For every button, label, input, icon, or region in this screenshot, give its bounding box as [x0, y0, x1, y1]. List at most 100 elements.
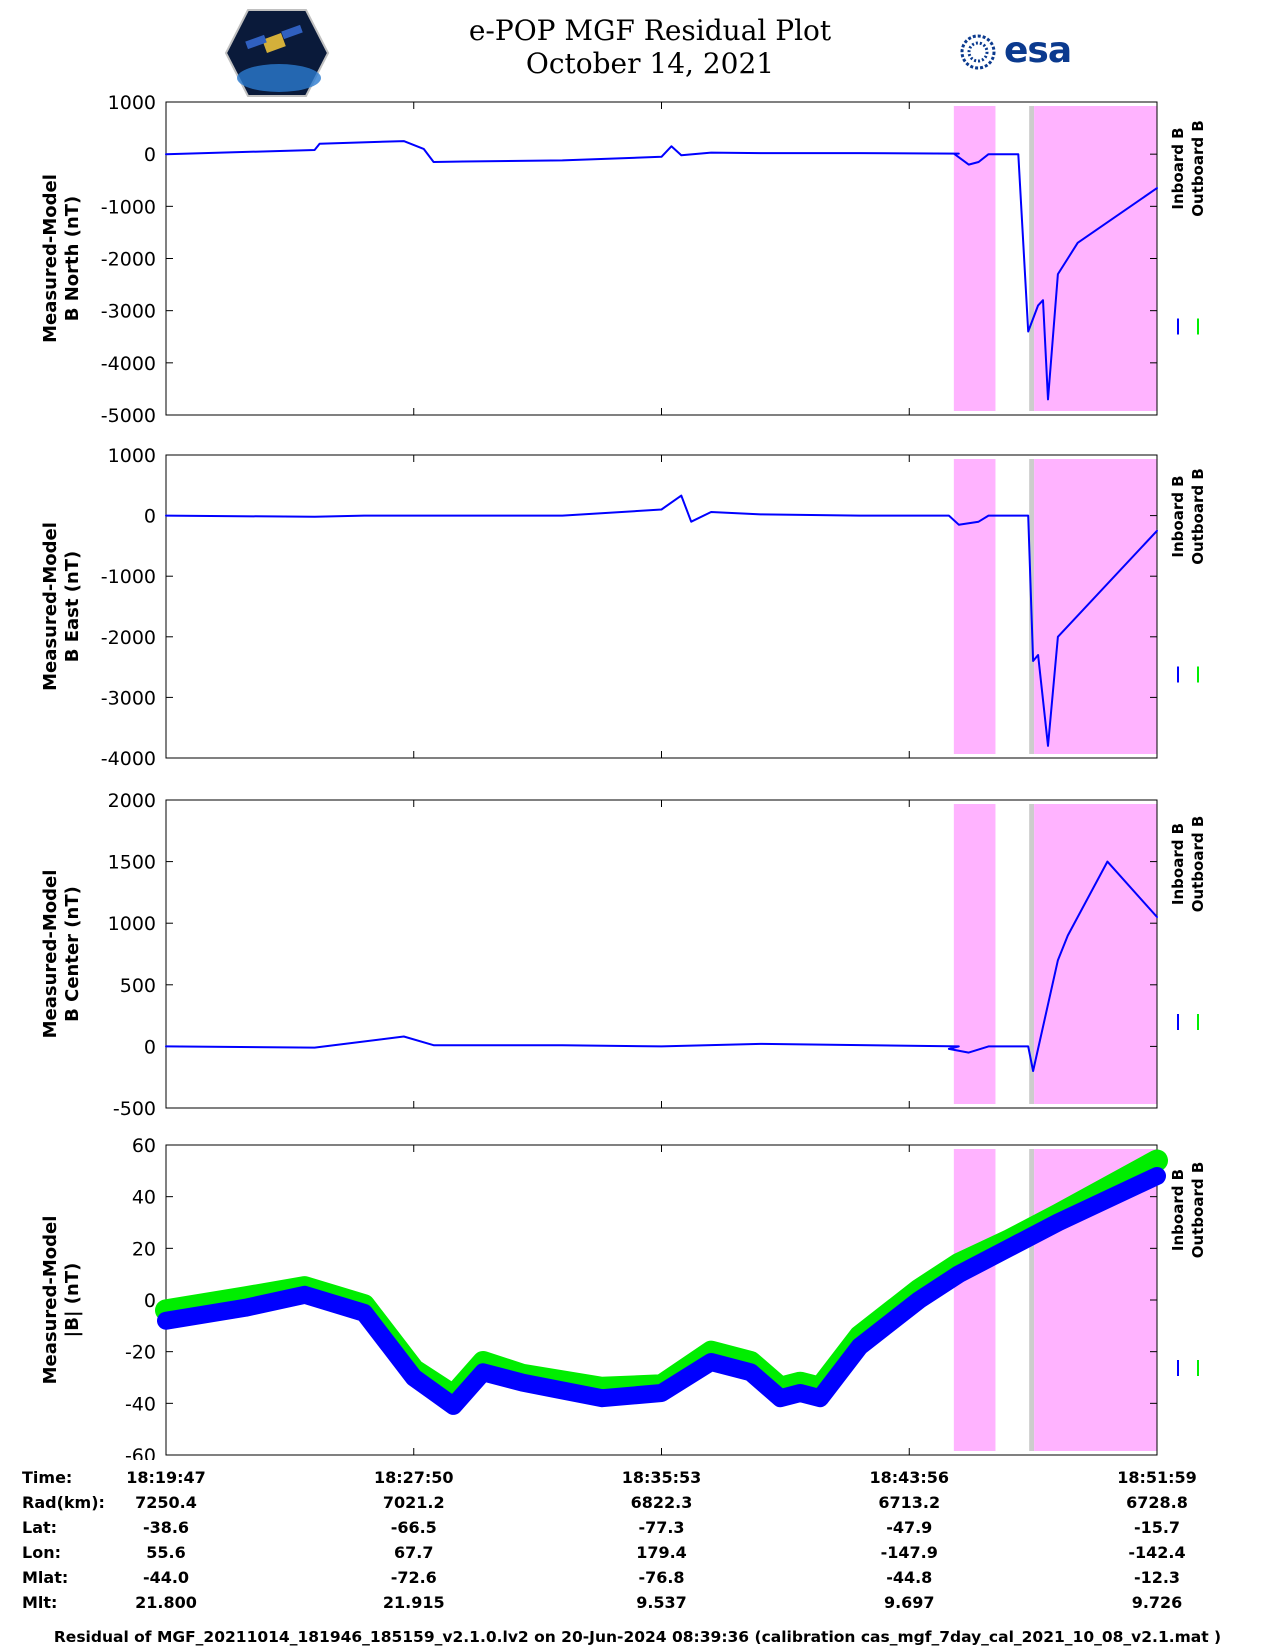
info-value: -77.3: [638, 1518, 685, 1537]
info-value: 9.726: [1131, 1593, 1183, 1612]
ytick-label-0-0: 1000: [108, 92, 156, 114]
ytick-label-1-0: 1000: [108, 445, 156, 467]
info-value: -44.0: [142, 1568, 190, 1587]
ytick-label-0-4: -3000: [101, 301, 156, 323]
ytick-label-0-1: 0: [144, 144, 156, 166]
ytick-label-3-5: -40: [125, 1393, 156, 1415]
info-value: -12.3: [1133, 1568, 1181, 1587]
info-label: Mlat:: [22, 1568, 69, 1587]
ytick-label-3-6: -60: [125, 1445, 156, 1460]
info-value: 18:19:47: [126, 1468, 206, 1487]
ytick-label-2-4: 0: [144, 1036, 156, 1058]
orbit-info-table: Time: 18:19:47 18:27:50 18:35:53 18:43:56 18:…: [22, 1468, 1262, 1618]
shade-region-2-2: [1034, 804, 1157, 1104]
ylabel-0-0: Measured-Model: [40, 174, 61, 343]
info-value: 9.697: [883, 1593, 935, 1612]
shade-region-2-0: [953, 804, 996, 1104]
info-label: Lat:: [22, 1518, 58, 1537]
shade-region-1-2: [1034, 459, 1157, 754]
ytick-label-2-2: 1000: [108, 913, 156, 935]
info-value: 18:43:56: [869, 1468, 950, 1487]
shade-region-3-0: [953, 1149, 996, 1451]
legend-outboard-label-0: Outboard B: [1189, 120, 1207, 217]
info-value: -147.9: [880, 1543, 938, 1562]
info-label: Lon:: [22, 1543, 61, 1562]
ytick-label-1-1: 0: [144, 506, 156, 528]
series-outboard-3: [155, 1149, 1168, 1407]
info-value: -38.6: [142, 1518, 190, 1537]
ylabel-0-1: B North (nT): [62, 196, 83, 322]
info-value: 6822.3: [630, 1493, 693, 1512]
info-value: -47.9: [886, 1518, 933, 1537]
ylabel-1-0: Measured-Model: [40, 522, 61, 691]
ytick-label-3-3: 0: [144, 1290, 156, 1312]
legend-inboard-label-2: Inboard B: [1169, 823, 1187, 905]
shade-region-0-0: [953, 106, 996, 411]
ylabel-2-0: Measured-Model: [40, 870, 61, 1039]
shade-region-1-0: [953, 459, 996, 754]
info-value: 67.7: [394, 1543, 434, 1562]
series-inboard-2: [165, 860, 1158, 1072]
ytick-label-1-3: -2000: [101, 627, 156, 649]
info-value: -44.8: [886, 1568, 933, 1587]
info-value: 7021.2: [382, 1493, 445, 1512]
ytick-label-2-1: 1500: [108, 852, 156, 874]
plot-frame-2: [165, 799, 1158, 1109]
info-value: 21.915: [382, 1593, 445, 1612]
ytick-label-0-5: -4000: [101, 353, 156, 375]
ytick-label-0-3: -2000: [101, 249, 156, 271]
series-inboard-0: [165, 140, 1158, 401]
info-value: 18:27:50: [373, 1468, 454, 1487]
ylabel-3-0: Measured-Model: [40, 1216, 61, 1385]
info-value: 18:51:59: [1117, 1468, 1197, 1487]
shade-region-0-2: [1034, 106, 1157, 411]
info-value: -15.7: [1133, 1518, 1181, 1537]
info-value: -72.6: [390, 1568, 437, 1587]
ylabel-3-1: |B| (nT): [62, 1263, 83, 1338]
ytick-label-1-5: -4000: [101, 748, 156, 770]
info-value: 179.4: [636, 1543, 687, 1562]
ylabel-2-1: B Center (nT): [62, 886, 83, 1022]
ytick-label-0-2: -1000: [101, 196, 156, 218]
plot-date: October 14, 2021: [525, 47, 775, 80]
info-value: 9.537: [636, 1593, 687, 1612]
info-value: 6728.8: [1126, 1493, 1188, 1512]
legend-outboard-label-1: Outboard B: [1189, 468, 1207, 565]
ylabel-1-1: B East (nT): [62, 551, 83, 663]
ytick-label-2-3: 500: [120, 975, 156, 997]
shade-region-0-1: [1029, 106, 1035, 411]
ytick-label-3-0: 60: [132, 1135, 156, 1157]
footer-caption: Residual of MGF_20211014_181946_185159_v…: [53, 1628, 1222, 1646]
legend-inboard-label-0: Inboard B: [1169, 127, 1187, 209]
info-value: -66.5: [390, 1518, 437, 1537]
ytick-label-2-0: 2000: [108, 790, 156, 812]
info-label: Rad(km):: [22, 1493, 105, 1512]
ytick-label-1-4: -3000: [101, 687, 156, 709]
info-value: 7250.4: [135, 1493, 197, 1512]
esa-logo: [960, 34, 1102, 74]
info-value: 55.6: [146, 1543, 186, 1562]
ytick-label-3-1: 40: [132, 1187, 156, 1209]
ytick-label-3-2: 20: [132, 1238, 156, 1260]
info-value: 21.800: [135, 1593, 197, 1612]
plot-frame-1: [165, 454, 1158, 759]
legend-outboard-label-3: Outboard B: [1189, 1162, 1207, 1259]
info-value: -142.4: [1128, 1543, 1186, 1562]
epop-satellite-logo: [224, 8, 330, 98]
shade-region-2-1: [1029, 804, 1035, 1104]
residual-charts: 10000-1000-2000-3000-4000-5000Measured-M…: [40, 92, 1207, 1460]
ytick-label-1-2: -1000: [101, 566, 156, 588]
series-inboard-1: [165, 494, 1158, 747]
ytick-label-3-4: -20: [125, 1342, 156, 1364]
legend-inboard-label-1: Inboard B: [1169, 475, 1187, 557]
plot-title-block: e-POP MGF Residual Plot October 14, 2021: [380, 14, 920, 80]
info-value: 18:35:53: [621, 1468, 702, 1487]
ytick-label-0-6: -5000: [101, 405, 156, 427]
info-value: 6713.2: [878, 1493, 941, 1512]
ytick-label-2-5: -500: [113, 1098, 156, 1120]
legend-outboard-label-2: Outboard B: [1189, 816, 1207, 913]
legend-inboard-label-3: Inboard B: [1169, 1169, 1187, 1251]
esa-logo-text: esa: [1004, 30, 1072, 71]
info-label: Mlt:: [22, 1593, 58, 1612]
info-value: -76.8: [638, 1568, 685, 1587]
